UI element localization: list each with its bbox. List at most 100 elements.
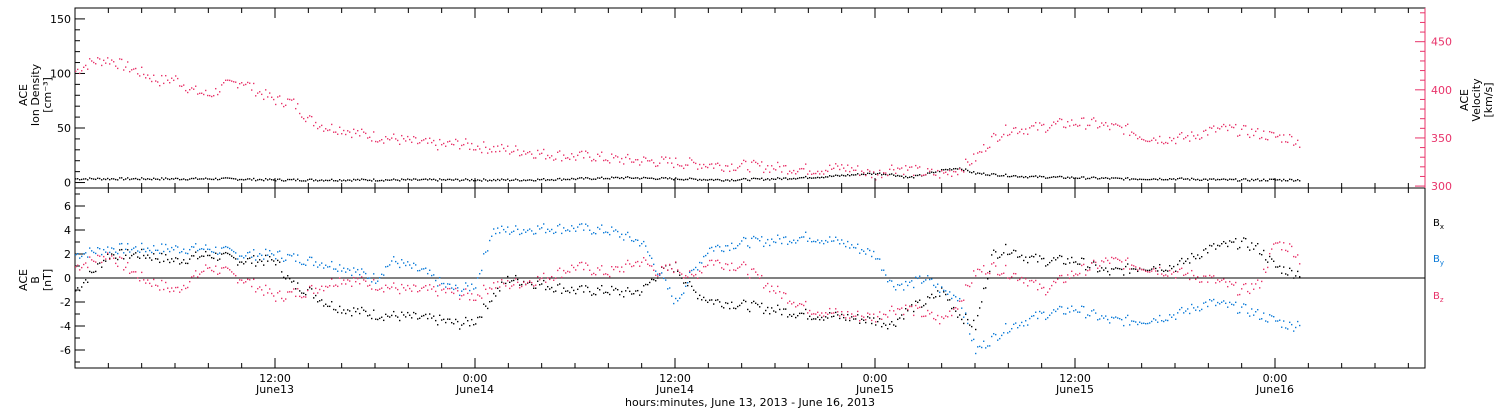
bx-series-point: [139, 257, 141, 259]
velocity-series-point: [1173, 137, 1175, 140]
by-series-point: [375, 282, 377, 284]
bx-series-point: [869, 317, 871, 319]
bx-series-point: [185, 262, 187, 265]
bz-series-point: [1107, 259, 1109, 262]
velocity-series-point: [81, 70, 83, 72]
density-series-point: [593, 178, 595, 180]
by-series-point: [1235, 301, 1237, 304]
by-series-point: [75, 254, 77, 256]
bx-series-point: [1015, 250, 1017, 252]
bz-series-point: [1111, 256, 1113, 259]
density-series-point: [645, 176, 647, 179]
bz-series-point: [197, 276, 199, 278]
by-series-point: [177, 246, 179, 248]
by-series-point: [1121, 318, 1123, 321]
velocity-series-point: [655, 165, 657, 168]
bx-series-point: [551, 286, 553, 289]
by-series-point: [571, 225, 573, 227]
bz-series-point: [1227, 285, 1229, 288]
bx-series-point: [1047, 263, 1049, 266]
bz-series-point: [643, 257, 645, 259]
density-series-point: [1179, 177, 1181, 179]
density-series-point: [491, 179, 493, 182]
density-series-point: [209, 178, 211, 180]
density-series-point: [1241, 178, 1243, 181]
bx-series-point: [1045, 265, 1047, 267]
density-series-point: [915, 174, 917, 177]
by-series-point: [725, 245, 727, 247]
velocity-series-point: [797, 170, 799, 173]
density-series-point: [821, 176, 823, 178]
by-series-point: [699, 261, 701, 264]
by-series-point: [929, 278, 931, 281]
density-series-point: [1053, 176, 1055, 178]
by-series-point: [1279, 319, 1281, 321]
density-series-point: [835, 174, 837, 176]
density-series-point: [1165, 178, 1167, 181]
bz-series-point: [1201, 281, 1203, 283]
by-series-point: [661, 272, 663, 274]
bz-series-point: [711, 259, 713, 262]
velocity-series-point: [925, 173, 927, 176]
by-series-point: [271, 253, 273, 255]
density-series-point: [85, 178, 87, 180]
by-series-point: [673, 302, 675, 305]
density-series-point: [1267, 180, 1269, 182]
by-series-point: [483, 253, 485, 255]
bz-series-point: [283, 300, 285, 302]
velocity-series-point: [1179, 133, 1181, 135]
bz-series-point: [1267, 266, 1269, 269]
velocity-series-point: [1191, 131, 1193, 133]
velocity-series-point: [321, 124, 323, 127]
velocity-series-point: [583, 157, 585, 159]
bx-series-point: [253, 255, 255, 257]
density-series-point: [1045, 177, 1047, 179]
velocity-series-point: [1289, 133, 1291, 136]
bx-series-point: [99, 262, 101, 264]
bz-series-point: [1249, 292, 1251, 295]
by-series-point: [263, 258, 265, 260]
bx-series-point: [95, 270, 97, 273]
density-series-point: [1167, 179, 1169, 181]
density-series-point: [363, 178, 365, 181]
velocity-series-point: [493, 145, 495, 148]
density-series-point: [413, 178, 415, 180]
bx-series-point: [1265, 259, 1267, 261]
by-series-point: [949, 291, 951, 293]
by-series-point: [431, 274, 433, 277]
by-series-point: [457, 287, 459, 289]
density-series-point: [505, 179, 507, 181]
by-series-point: [1259, 318, 1261, 320]
density-series-point: [621, 176, 623, 179]
velocity-series-point: [159, 84, 161, 87]
bx-series-point: [413, 311, 415, 314]
density-series-point: [177, 177, 179, 180]
bx-series-point: [689, 281, 691, 283]
velocity-series-point: [1117, 124, 1119, 126]
bx-series-point: [563, 287, 565, 289]
density-series-point: [533, 180, 535, 182]
velocity-series-point: [205, 89, 207, 92]
by-series-point: [607, 231, 609, 234]
density-series-point: [1191, 177, 1193, 180]
by-series-point: [1167, 319, 1169, 322]
velocity-series-point: [857, 165, 859, 167]
bz-series-point: [487, 292, 489, 295]
velocity-series-point: [75, 70, 77, 73]
bz-series-point: [607, 273, 609, 276]
bz-series-point: [499, 286, 501, 288]
bx-series-point: [779, 308, 781, 311]
velocity-series-point: [261, 93, 263, 96]
velocity-series-point: [937, 169, 939, 172]
by-series-point: [481, 269, 483, 272]
by-series-point: [885, 274, 887, 276]
density-series-point: [1081, 176, 1083, 178]
density-series-point: [1237, 180, 1239, 182]
bx-series-point: [1109, 274, 1111, 276]
bx-series-point: [585, 285, 587, 287]
velocity-series-point: [215, 87, 217, 90]
bz-series-point: [751, 268, 753, 271]
bz-series-point: [1183, 274, 1185, 276]
by-series-point: [105, 251, 107, 253]
bz-series-point: [421, 287, 423, 289]
